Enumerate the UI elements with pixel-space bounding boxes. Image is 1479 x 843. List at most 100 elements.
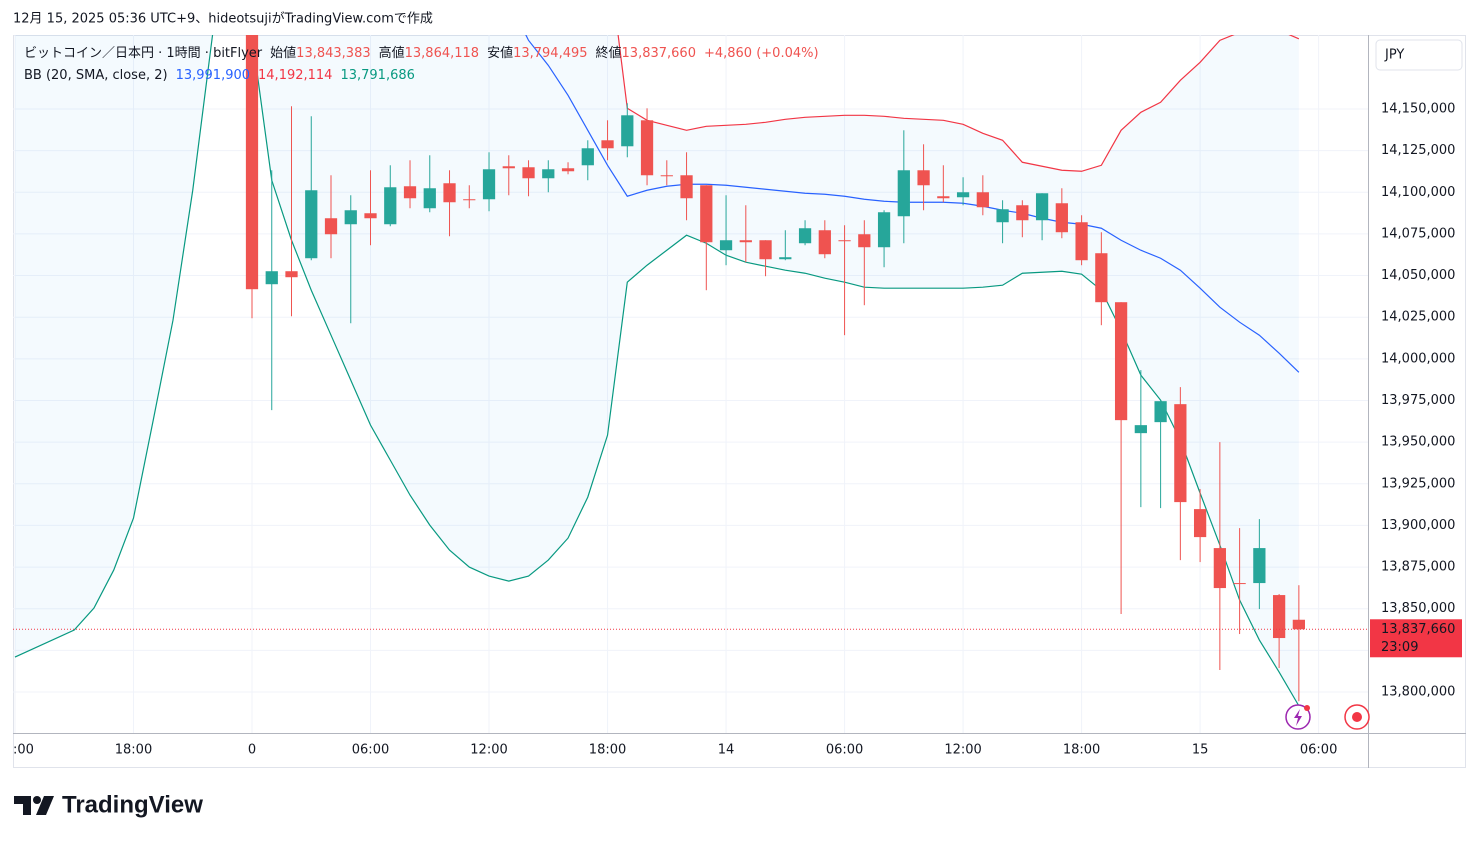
candle-body [522, 167, 535, 179]
candle-body [245, 35, 259, 290]
candle-body [384, 187, 397, 225]
candle-body [937, 196, 950, 199]
x-tick-label: 12:00 [944, 743, 981, 758]
candle-body [798, 228, 812, 244]
last-price-box [1370, 619, 1462, 658]
header: 12月 15, 2025 05:36 UTC+9、hideotsujiがTrad… [13, 12, 433, 27]
candle-body [502, 166, 515, 169]
candle-body [680, 175, 693, 199]
x-tick-label: 18:00 [589, 743, 626, 758]
candle-body [344, 210, 357, 225]
candle-body [443, 183, 456, 203]
x-tick-label: 12:00 [470, 743, 507, 758]
candle-body [1016, 205, 1029, 221]
y-tick-label: 13,875,000 [1381, 560, 1455, 575]
x-tick-label: 18:00 [115, 743, 152, 758]
candle-body [1174, 404, 1187, 503]
candle-body [1154, 401, 1167, 423]
open-label: 始値 [270, 45, 296, 61]
frame [13, 35, 1466, 768]
candle-body [897, 170, 910, 217]
candle-body [838, 240, 851, 242]
bb-label: BB (20, SMA, close, 2) [24, 68, 168, 83]
high-label: 高値 [379, 45, 405, 61]
bb-lower: 13,791,686 [340, 68, 414, 83]
bb-upper: 14,192,114 [258, 68, 332, 83]
candle-body [660, 175, 673, 177]
legend-bb: BB (20, SMA, close, 2) 13,991,900 14,192,1… [24, 68, 415, 83]
currency-box[interactable] [1375, 39, 1463, 71]
candle-body [364, 213, 377, 219]
candle-body [1292, 619, 1305, 630]
candle-body [996, 209, 1009, 223]
candle-body [1272, 595, 1286, 639]
x-tick-label: 18:00 [1063, 743, 1100, 758]
live-icon[interactable] [1344, 704, 1370, 730]
close-value: 13,837,660 [622, 46, 696, 61]
candle-body [1253, 548, 1266, 584]
footer-brand: TradingView [62, 791, 203, 818]
candle-body [621, 115, 634, 147]
x-tick-label: :00 [13, 743, 34, 758]
x-tick-label: 06:00 [352, 743, 389, 758]
candle-body [739, 240, 752, 243]
y-tick-label: 14,050,000 [1381, 268, 1455, 283]
candle-body [1134, 425, 1147, 434]
candle-body [561, 168, 575, 172]
y-tick-label: 13,800,000 [1381, 685, 1455, 700]
x-tick-label: 06:00 [1300, 743, 1337, 758]
y-tick-label: 13,925,000 [1381, 476, 1455, 491]
candle-body [482, 169, 496, 200]
candle-body [265, 271, 278, 285]
candle-body [976, 192, 989, 208]
countdown-label: 23:09 [1381, 640, 1418, 655]
candle-body [1114, 302, 1128, 421]
band-line [617, 35, 1300, 172]
y-tick-label: 14,125,000 [1381, 143, 1455, 158]
candle-body [917, 170, 930, 186]
open-value: 13,843,383 [296, 46, 370, 61]
candle-body [324, 218, 338, 235]
y-tick-label: 13,850,000 [1381, 601, 1455, 616]
candle-body [1075, 222, 1088, 261]
y-tick-label: 13,950,000 [1381, 435, 1455, 450]
close-label: 終値 [596, 45, 622, 61]
legend-ohlc: ビットコイン／日本円 · 1時間 · bitFlyer 始値13,843,383 高… [24, 45, 819, 61]
candle-body [956, 192, 970, 198]
y-tick-label: 14,075,000 [1381, 226, 1455, 241]
candle-body [403, 186, 417, 199]
candle-body [640, 120, 654, 176]
last-price-label: 13,837,660 [1381, 622, 1455, 637]
candle-body [858, 234, 871, 248]
x-tick-label: 15 [1192, 743, 1209, 758]
candle-body [1055, 203, 1068, 233]
candle-body [1035, 193, 1049, 221]
y-tick-label: 13,975,000 [1381, 393, 1455, 408]
y-tick-label: 13,900,000 [1381, 518, 1455, 533]
axes: 13,800,00013,825,00013,850,00013,875,000… [13, 101, 1462, 758]
legend-title: ビットコイン／日本円 · 1時間 · bitFlyer [24, 46, 263, 61]
bb-basis: 13,991,900 [176, 68, 250, 83]
change: +4,860 (+0.04%) [704, 46, 819, 61]
candle-body [877, 212, 891, 248]
candle-body [779, 257, 792, 260]
candle-body [1193, 509, 1207, 538]
candle-body [1095, 253, 1108, 303]
plot [13, 35, 1368, 707]
x-tick-label: 14 [718, 743, 735, 758]
candle-body [423, 188, 436, 209]
candle-body [1213, 548, 1226, 589]
band-fill [14, 35, 1299, 706]
low-label: 安値 [487, 45, 513, 61]
y-tick-label: 14,150,000 [1381, 101, 1455, 116]
y-tick-label: 14,025,000 [1381, 310, 1455, 325]
candle-body [759, 240, 772, 260]
low-value: 13,794,495 [513, 46, 587, 61]
alert-icon[interactable] [1285, 704, 1311, 730]
y-tick-label: 14,100,000 [1381, 185, 1455, 200]
candle-body [700, 185, 713, 243]
band-line [14, 35, 1300, 707]
x-tick-label: 06:00 [826, 743, 863, 758]
